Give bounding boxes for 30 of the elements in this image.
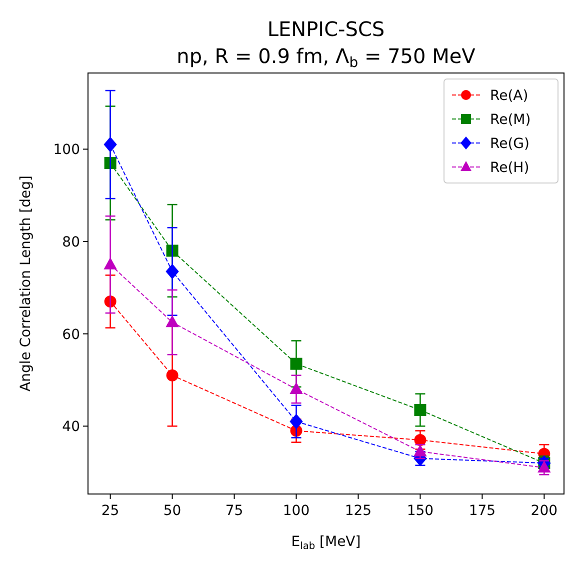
point [290,358,302,370]
x-tick-label: 175 [468,503,496,519]
x-tick-label: 100 [282,503,310,519]
y-tick-label: 100 [53,142,80,158]
x-tick-label: 200 [530,503,558,519]
point [414,404,426,416]
point [104,257,117,270]
y-tick-label: 80 [62,234,80,250]
x-tick-label: 75 [225,503,244,519]
x-tick-label: 50 [163,503,182,519]
point [290,414,303,430]
legend-label: Re(M) [490,112,531,128]
chart-title: LENPIC-SCS [267,17,385,41]
x-axis-title: E$_{lab}$ [MeV] [291,534,361,552]
legend-label: Re(H) [490,160,530,176]
point [290,382,303,394]
point [166,369,178,382]
point [104,136,117,152]
x-tick-label: 125 [344,503,372,519]
x-tick-label: 25 [101,503,120,519]
x-tick-label: 150 [406,503,434,519]
y-tick-label: 40 [62,419,80,436]
point [166,264,179,280]
point [414,444,427,456]
chart-subtitle: np, R = 0.9 fm, Λ$_{b}$ = 750 MeV [176,44,476,70]
legend-label: Re(G) [490,136,530,152]
point [166,315,179,328]
legend-label: Re(A) [490,88,528,104]
y-tick-label: 60 [62,326,80,343]
y-axis-title: Angle Correlation Length [deg] [18,176,34,392]
